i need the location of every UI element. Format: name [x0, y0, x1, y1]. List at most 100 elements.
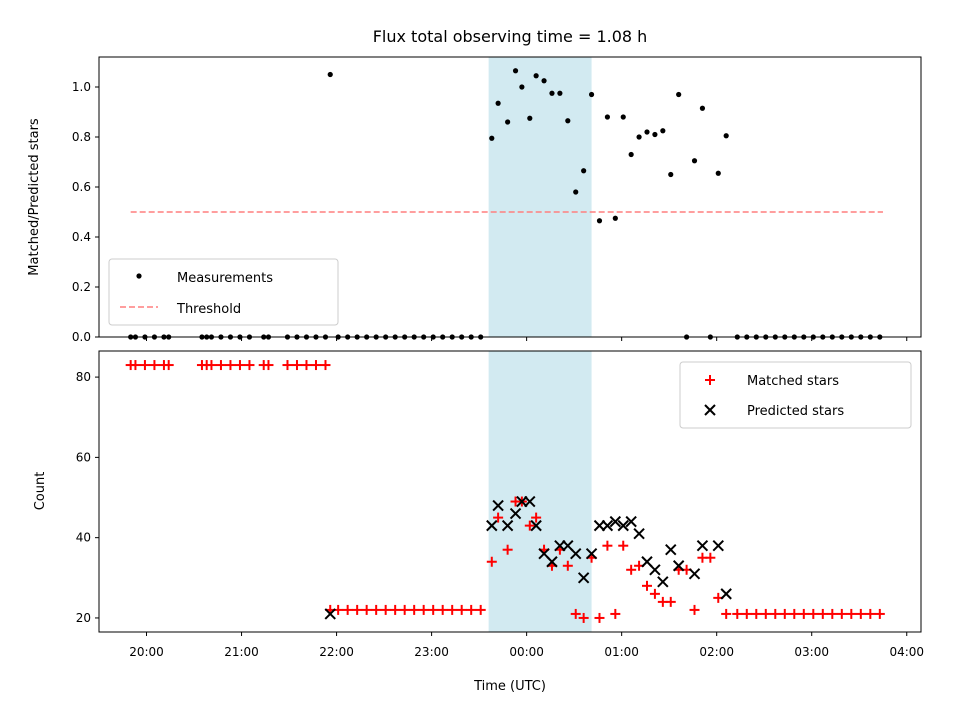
top-ytick-label: 0.8 [72, 130, 91, 144]
matched-star-marker [244, 360, 255, 371]
measurement-point [612, 215, 618, 221]
matched-star-marker [610, 608, 621, 619]
bottom-xtick-label: 00:00 [509, 645, 544, 659]
matched-star-marker [732, 608, 743, 619]
matched-star-marker [130, 360, 141, 371]
measurement-point [527, 115, 533, 121]
predicted-star-marker [585, 548, 598, 560]
marker-stroke [492, 499, 504, 512]
marker-stroke [625, 515, 637, 528]
matched-star-marker [649, 588, 660, 599]
predicted-star-marker [601, 519, 614, 532]
measurement-point [604, 114, 611, 120]
measurement-point [660, 128, 666, 134]
marker-stroke [712, 539, 724, 552]
top-ytick-label: 0.4 [72, 230, 91, 244]
matched-star-marker [741, 608, 752, 619]
marker-stroke [538, 548, 550, 560]
top-ytick-label: 1.0 [72, 80, 91, 94]
bottom-axes: 20 40 60 80 20:00 21:00 22:00 23:00 00:00 01:00 02… [76, 370, 924, 659]
matched-star-marker [352, 604, 363, 615]
marker-stroke [609, 515, 622, 528]
bottom-legend-box [679, 361, 912, 429]
marker-stroke [617, 519, 629, 532]
bottom-xtick-label: 03:00 [794, 645, 829, 659]
measurement-point [557, 90, 563, 96]
bottom-ytick-label: 60 [76, 450, 91, 464]
bottom-ytick-label: 20 [76, 611, 91, 625]
marker-stroke [524, 495, 536, 508]
predicted-star-marker [486, 519, 498, 532]
measurement-point [620, 114, 626, 120]
matched-star-marker [760, 608, 771, 619]
predicted-star-marker [509, 507, 522, 520]
predicted-star-marker [712, 539, 724, 552]
marker-stroke [720, 588, 732, 600]
matched-star-marker [626, 564, 637, 575]
predicted-star-marker [501, 519, 514, 532]
top-legend-box [108, 258, 339, 326]
matched-star-marker [779, 608, 790, 619]
matched-star-marker [149, 360, 160, 371]
legend-predicted-label: Predicted stars [747, 404, 844, 419]
matched-star-marker [282, 360, 293, 371]
matched-star-marker [618, 540, 629, 551]
matched-star-marker [493, 512, 504, 523]
matched-star-marker [798, 608, 809, 619]
marker-stroke [633, 527, 645, 540]
bottom-xlabel: Time (UTC) [473, 679, 546, 694]
bottom-xtick-label: 01:00 [604, 645, 639, 659]
predicted-star-marker [617, 519, 629, 532]
matched-star-marker [602, 540, 613, 551]
marker-stroke [509, 507, 522, 520]
bottom-legend: Matched stars Predicted stars [679, 361, 912, 429]
matched-star-marker [466, 604, 477, 615]
measurement-point [644, 129, 650, 135]
matched-star-marker [301, 360, 312, 371]
matched-star-marker [689, 604, 700, 615]
predicted-star-marker [649, 564, 661, 576]
marker-stroke [704, 404, 716, 416]
marker-stroke [486, 519, 498, 532]
matched-star-marker [437, 604, 448, 615]
matched-star-marker [570, 608, 581, 619]
matched-star-marker [371, 604, 382, 615]
marker-stroke [665, 544, 677, 556]
matched-star-marker [836, 608, 847, 619]
marker-stroke [546, 556, 558, 568]
predicted-star-marker [688, 568, 701, 580]
matched-star-marker [234, 360, 245, 371]
measurement-point [668, 171, 674, 178]
measurement-point [723, 133, 729, 139]
matched-star-marker [770, 608, 781, 619]
predicted-star-marker [633, 527, 645, 540]
marker-stroke [672, 560, 685, 572]
legend-measurement-marker [136, 273, 142, 279]
matched-star-marker [524, 520, 535, 531]
marker-stroke [562, 539, 574, 552]
predicted-star-marker [720, 588, 732, 600]
top-ytick-label: 0.0 [72, 330, 91, 344]
matched-star-marker [399, 604, 410, 615]
matched-star-marker [139, 360, 150, 371]
marker-stroke [530, 519, 542, 532]
matched-star-marker [751, 608, 762, 619]
top-ytick-label: 0.2 [72, 280, 91, 294]
matched-star-marker [705, 375, 715, 385]
matched-star-marker [665, 596, 676, 607]
measurement-point [581, 168, 587, 174]
measurement-point [699, 105, 706, 111]
top-legend: Measurements Threshold [108, 258, 339, 326]
measurement-point [715, 170, 721, 176]
marker-stroke [688, 568, 701, 580]
matched-star-marker [380, 604, 391, 615]
legend-matched-label: Matched stars [747, 374, 839, 389]
matched-star-marker [291, 360, 302, 371]
bottom-frame [98, 350, 922, 633]
top-axes: 0.0 0.2 0.4 0.6 0.8 1.0 [72, 80, 908, 344]
measurement-point [519, 84, 525, 90]
top-span [488, 57, 592, 337]
predicted-star-marker [546, 556, 558, 568]
matched-star-marker [789, 608, 800, 619]
